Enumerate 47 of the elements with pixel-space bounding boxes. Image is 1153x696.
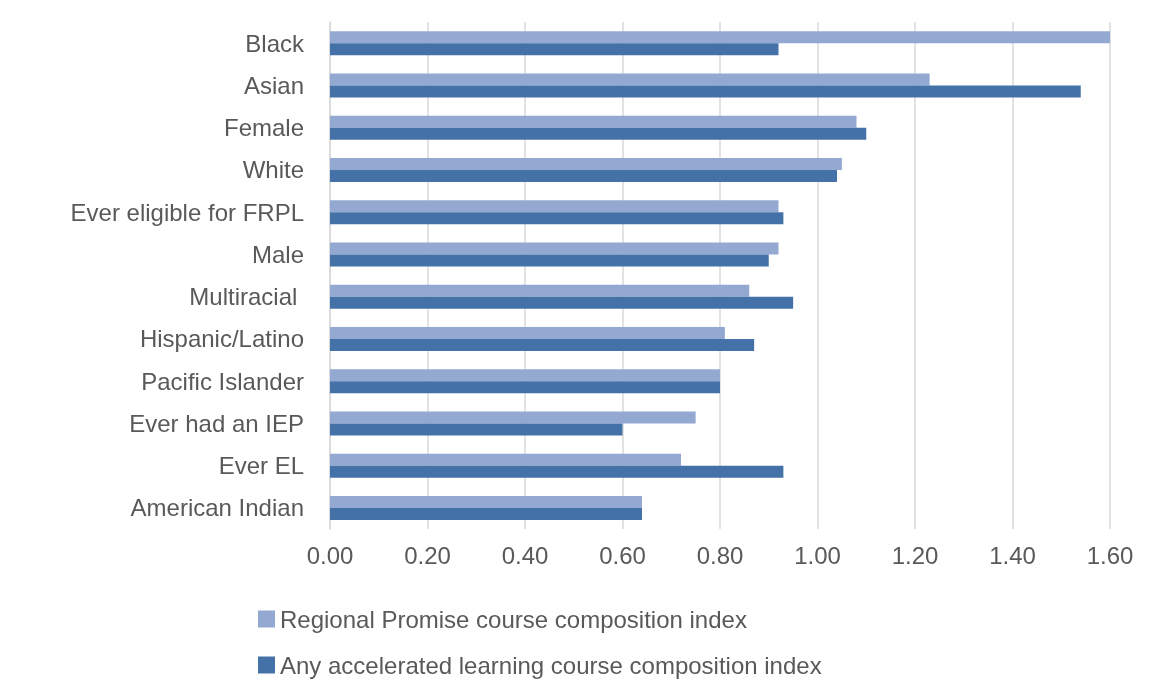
bar (330, 85, 1081, 98)
bar (330, 507, 642, 520)
bar (330, 254, 769, 267)
y-tick-label: Male (251, 240, 304, 268)
bar (330, 411, 696, 424)
bar (330, 284, 750, 297)
x-tick-label: 0.00 (306, 541, 354, 569)
bar (330, 465, 784, 478)
y-tick-label: American Indian (130, 494, 304, 522)
bar (330, 369, 720, 382)
x-tick-label: 1.00 (794, 541, 841, 569)
bar (330, 31, 1110, 44)
bar (330, 338, 755, 351)
bar (330, 169, 837, 182)
x-tick-label: 0.40 (501, 541, 549, 569)
x-tick-label: 1.60 (1086, 541, 1134, 569)
bar (330, 157, 842, 170)
legend-label: Regional Promise course composition index (280, 605, 747, 633)
y-tick-label: Hispanic/Latino (139, 325, 304, 353)
bar (330, 212, 784, 225)
y-tick-label: White (242, 156, 304, 184)
x-tick-label: 0.20 (404, 541, 451, 569)
bar (330, 200, 779, 213)
bar (330, 326, 725, 339)
y-tick-label: Asian (243, 71, 304, 99)
y-tick-label: Ever had an IEP (129, 409, 304, 437)
bar (330, 115, 857, 128)
y-tick-label: Ever EL (218, 452, 304, 480)
y-tick-label: Pacific Islander (141, 367, 304, 395)
y-tick-label: Black (245, 29, 305, 57)
y-tick-label: Female (223, 114, 304, 142)
bar (330, 423, 623, 436)
y-tick-label: Multiracial (189, 283, 304, 311)
legend-label: Any accelerated learning course composition index (280, 651, 822, 679)
x-tick-label: 0.60 (599, 541, 646, 569)
x-tick-label: 1.40 (989, 541, 1036, 569)
bar (330, 296, 794, 309)
x-tick-label: 0.80 (696, 541, 744, 569)
bar (330, 43, 779, 56)
bar (330, 242, 779, 255)
y-tick-label: Ever eligible for FRPL (70, 198, 304, 226)
bar (330, 73, 930, 86)
bar (330, 453, 681, 466)
bar (330, 381, 720, 394)
bar (330, 495, 642, 508)
x-tick-label: 1.20 (891, 541, 939, 569)
bar (330, 127, 867, 140)
